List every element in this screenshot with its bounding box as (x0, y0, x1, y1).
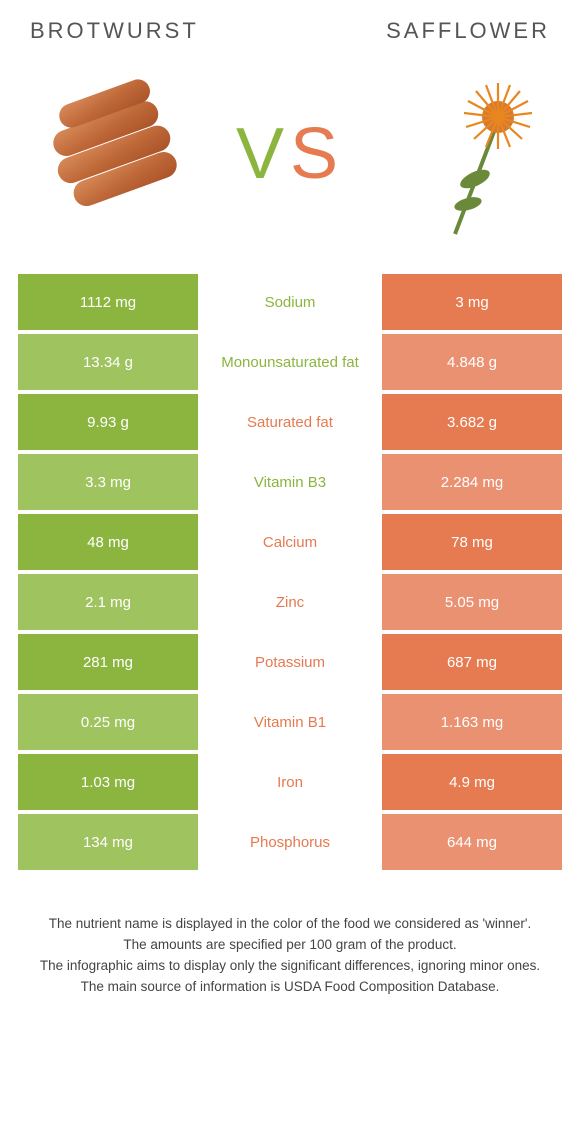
vs-s: S (290, 113, 344, 195)
table-row: 3.3 mgVitamin B32.284 mg (18, 454, 562, 510)
value-left: 48 mg (18, 514, 198, 570)
nutrient-name: Calcium (198, 514, 382, 570)
safflower-image (380, 69, 550, 239)
value-right: 687 mg (382, 634, 562, 690)
value-left: 1.03 mg (18, 754, 198, 810)
table-row: 134 mgPhosphorus644 mg (18, 814, 562, 870)
value-left: 9.93 g (18, 394, 198, 450)
value-right: 5.05 mg (382, 574, 562, 630)
nutrient-name: Vitamin B1 (198, 694, 382, 750)
footer-line-4: The main source of information is USDA F… (28, 977, 552, 998)
value-right: 3 mg (382, 274, 562, 330)
value-right: 4.848 g (382, 334, 562, 390)
comparison-table: 1112 mgSodium3 mg13.34 gMonounsaturated … (0, 274, 580, 870)
table-row: 0.25 mgVitamin B11.163 mg (18, 694, 562, 750)
title-right: Safflower (290, 18, 550, 44)
nutrient-name: Vitamin B3 (198, 454, 382, 510)
footer-line-1: The nutrient name is displayed in the co… (28, 914, 552, 935)
value-right: 4.9 mg (382, 754, 562, 810)
value-left: 1112 mg (18, 274, 198, 330)
value-right: 78 mg (382, 514, 562, 570)
value-left: 134 mg (18, 814, 198, 870)
table-row: 13.34 gMonounsaturated fat4.848 g (18, 334, 562, 390)
vs-label: VS (236, 113, 344, 195)
footer-notes: The nutrient name is displayed in the co… (0, 874, 580, 998)
value-left: 2.1 mg (18, 574, 198, 630)
nutrient-name: Zinc (198, 574, 382, 630)
header: Brotwurst Safflower (0, 0, 580, 44)
nutrient-name: Potassium (198, 634, 382, 690)
value-left: 3.3 mg (18, 454, 198, 510)
infographic-container: Brotwurst Safflower (0, 0, 580, 998)
nutrient-name: Phosphorus (198, 814, 382, 870)
nutrient-name: Iron (198, 754, 382, 810)
value-left: 281 mg (18, 634, 198, 690)
nutrient-name: Sodium (198, 274, 382, 330)
nutrient-name: Saturated fat (198, 394, 382, 450)
value-right: 3.682 g (382, 394, 562, 450)
nutrient-name: Monounsaturated fat (198, 334, 382, 390)
footer-line-2: The amounts are specified per 100 gram o… (28, 935, 552, 956)
images-row: VS (0, 44, 580, 274)
value-right: 2.284 mg (382, 454, 562, 510)
value-right: 644 mg (382, 814, 562, 870)
bratwurst-image (30, 69, 200, 239)
table-row: 2.1 mgZinc5.05 mg (18, 574, 562, 630)
value-left: 13.34 g (18, 334, 198, 390)
table-row: 48 mgCalcium78 mg (18, 514, 562, 570)
title-left: Brotwurst (30, 18, 290, 44)
value-right: 1.163 mg (382, 694, 562, 750)
table-row: 1.03 mgIron4.9 mg (18, 754, 562, 810)
value-left: 0.25 mg (18, 694, 198, 750)
table-row: 281 mgPotassium687 mg (18, 634, 562, 690)
table-row: 1112 mgSodium3 mg (18, 274, 562, 330)
footer-line-3: The infographic aims to display only the… (28, 956, 552, 977)
vs-v: V (236, 113, 290, 195)
table-row: 9.93 gSaturated fat3.682 g (18, 394, 562, 450)
